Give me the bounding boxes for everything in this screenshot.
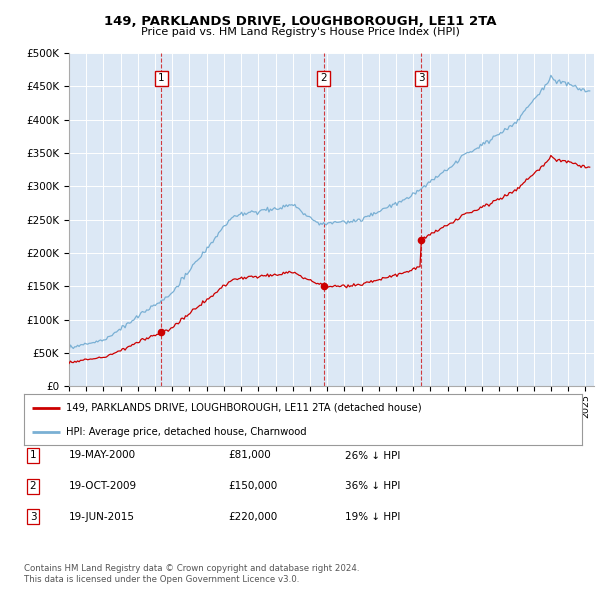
Text: 3: 3 — [29, 512, 37, 522]
Text: 19-OCT-2009: 19-OCT-2009 — [69, 481, 137, 491]
Text: 149, PARKLANDS DRIVE, LOUGHBOROUGH, LE11 2TA: 149, PARKLANDS DRIVE, LOUGHBOROUGH, LE11… — [104, 15, 496, 28]
Text: 149, PARKLANDS DRIVE, LOUGHBOROUGH, LE11 2TA (detached house): 149, PARKLANDS DRIVE, LOUGHBOROUGH, LE11… — [66, 402, 421, 412]
Text: HPI: Average price, detached house, Charnwood: HPI: Average price, detached house, Char… — [66, 428, 307, 437]
Text: Price paid vs. HM Land Registry's House Price Index (HPI): Price paid vs. HM Land Registry's House … — [140, 27, 460, 37]
Text: 1: 1 — [158, 73, 165, 83]
Text: £220,000: £220,000 — [228, 512, 277, 522]
Text: 2: 2 — [29, 481, 37, 491]
Text: 2: 2 — [320, 73, 327, 83]
Text: 26% ↓ HPI: 26% ↓ HPI — [345, 451, 400, 460]
Text: 36% ↓ HPI: 36% ↓ HPI — [345, 481, 400, 491]
Text: 1: 1 — [29, 451, 37, 460]
Text: Contains HM Land Registry data © Crown copyright and database right 2024.: Contains HM Land Registry data © Crown c… — [24, 565, 359, 573]
Text: £150,000: £150,000 — [228, 481, 277, 491]
Text: £81,000: £81,000 — [228, 451, 271, 460]
Text: 19-MAY-2000: 19-MAY-2000 — [69, 451, 136, 460]
Text: 3: 3 — [418, 73, 424, 83]
Text: 19-JUN-2015: 19-JUN-2015 — [69, 512, 135, 522]
Text: 19% ↓ HPI: 19% ↓ HPI — [345, 512, 400, 522]
Text: This data is licensed under the Open Government Licence v3.0.: This data is licensed under the Open Gov… — [24, 575, 299, 584]
